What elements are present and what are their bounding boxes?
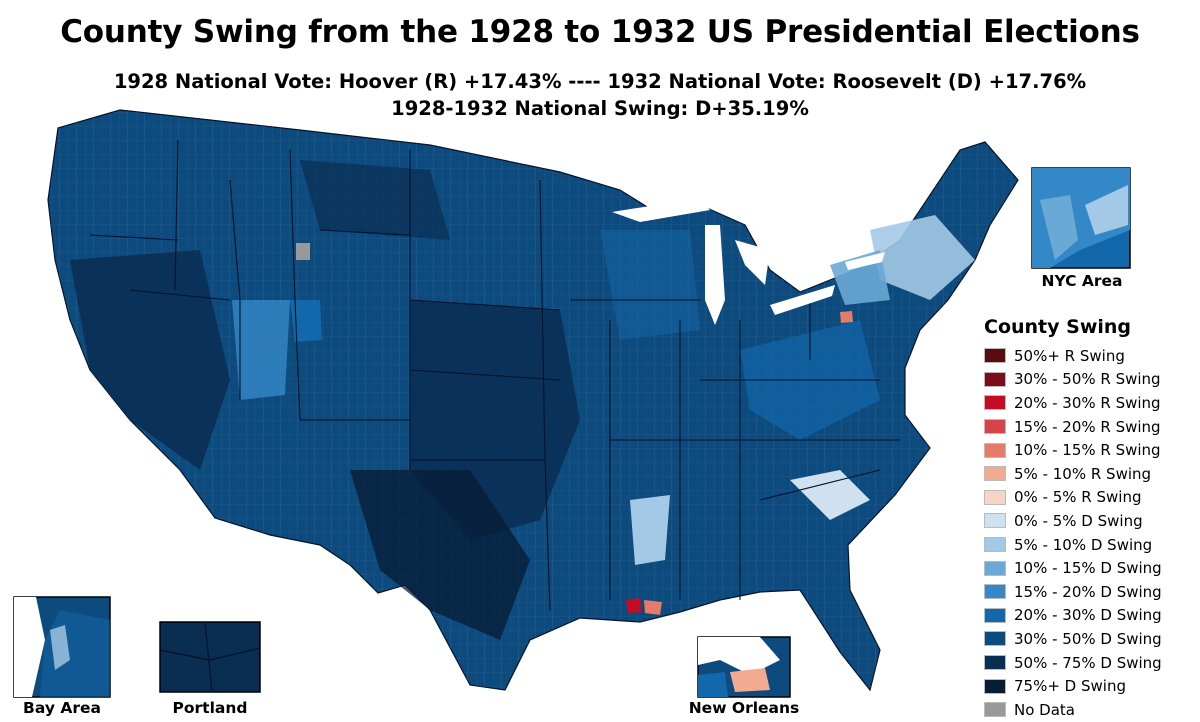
lake-erie (770, 285, 835, 315)
utah-swing-region (232, 300, 290, 400)
legend-label: 50%+ R Swing (1014, 346, 1125, 365)
portland-inset[interactable] (159, 621, 261, 693)
legend-swatch (984, 513, 1006, 529)
legend-swatch (984, 395, 1006, 411)
legend-swatch (984, 607, 1006, 623)
nyc-inset-label: NYC Area (1041, 272, 1123, 290)
legend-label: 75%+ D Swing (1014, 677, 1126, 696)
legend-label: 5% - 10% D Swing (1014, 535, 1153, 554)
map-title: County Swing from the 1928 to 1932 US Pr… (60, 14, 1140, 50)
carolina-light-region (790, 470, 870, 520)
montana-nodata-county (296, 243, 310, 260)
legend-label: 15% - 20% D Swing (1014, 582, 1162, 601)
louisiana-pink-spot (644, 600, 662, 615)
texas-dark-region (350, 470, 530, 640)
lake-michigan (705, 225, 725, 325)
colorado-swing-region (290, 300, 322, 342)
west-dark-region (70, 250, 230, 470)
legend-item: 10% - 15% R Swing (984, 438, 1162, 462)
legend-label: No Data (1014, 700, 1075, 719)
legend-swatch (984, 631, 1006, 647)
legend-label: 15% - 20% R Swing (1014, 417, 1161, 436)
legend-label: 20% - 30% R Swing (1014, 393, 1161, 412)
national-vote-subtitle: 1928 National Vote: Hoover (R) +17.43% -… (113, 70, 1087, 93)
legend-label: 30% - 50% R Swing (1014, 370, 1161, 389)
bay-area-inset-label: Bay Area (23, 699, 101, 717)
legend-item: 30% - 50% R Swing (984, 368, 1162, 392)
legend-label: 20% - 30% D Swing (1014, 606, 1162, 625)
legend: County Swing 50%+ R Swing 30% - 50% R Swi… (984, 316, 1162, 722)
new-orleans-inset-label: New Orleans (688, 699, 800, 717)
nyc-inset[interactable] (1031, 167, 1131, 269)
legend-item: 30% - 50% D Swing (984, 627, 1162, 651)
legend-item: 20% - 30% D Swing (984, 604, 1162, 628)
legend-item: 20% - 30% R Swing (984, 391, 1162, 415)
national-swing-subtitle: 1928-1932 National Swing: D+35.19% (391, 97, 809, 120)
legend-swatch (984, 489, 1006, 505)
legend-label: 10% - 15% D Swing (1014, 559, 1162, 578)
legend-label: 10% - 15% R Swing (1014, 441, 1161, 460)
lake-superior (612, 198, 710, 222)
legend-item: 15% - 20% R Swing (984, 415, 1162, 439)
legend-title: County Swing (984, 316, 1132, 338)
legend-label: 30% - 50% D Swing (1014, 629, 1162, 648)
legend-item: 75%+ D Swing (984, 674, 1162, 698)
new-england-light-region (870, 215, 975, 300)
portland-inset-label: Portland (172, 699, 248, 717)
legend-item: 0% - 5% D Swing (984, 509, 1162, 533)
legend-item: No Data (984, 698, 1162, 722)
delta-light-region (630, 495, 670, 565)
legend-item: 50%+ R Swing (984, 344, 1162, 368)
legend-swatch (984, 419, 1006, 435)
legend-label: 5% - 10% R Swing (1014, 464, 1152, 483)
legend-swatch (984, 584, 1006, 600)
lake-ontario (845, 252, 885, 270)
legend-swatch (984, 702, 1006, 718)
legend-item: 0% - 5% R Swing (984, 486, 1162, 510)
legend-swatch (984, 442, 1006, 458)
legend-swatch (984, 371, 1006, 387)
legend-swatch (984, 466, 1006, 482)
north-dark-region (300, 160, 450, 240)
bay-area-inset[interactable] (13, 596, 111, 698)
legend-item: 10% - 15% D Swing (984, 556, 1162, 580)
legend-label: 0% - 5% D Swing (1014, 511, 1143, 530)
legend-items: 50%+ R Swing 30% - 50% R Swing 20% - 30% R… (984, 344, 1162, 722)
legend-swatch (984, 655, 1006, 671)
legend-item: 15% - 20% D Swing (984, 580, 1162, 604)
legend-item: 5% - 10% D Swing (984, 533, 1162, 557)
legend-label: 50% - 75% D Swing (1014, 653, 1162, 672)
legend-swatch (984, 560, 1006, 576)
new-orleans-inset[interactable] (697, 636, 791, 698)
legend-label: 0% - 5% R Swing (1014, 488, 1142, 507)
legend-swatch (984, 348, 1006, 364)
pennsylvania-red-spot (840, 311, 853, 323)
legend-swatch (984, 678, 1006, 694)
legend-item: 50% - 75% D Swing (984, 651, 1162, 675)
legend-item: 5% - 10% R Swing (984, 462, 1162, 486)
new-york-light-region (830, 250, 890, 305)
state-borders (89, 139, 900, 611)
midwest-region (600, 230, 700, 340)
lake-huron (735, 240, 770, 285)
louisiana-red-spot (626, 598, 642, 613)
legend-swatch (984, 537, 1006, 553)
